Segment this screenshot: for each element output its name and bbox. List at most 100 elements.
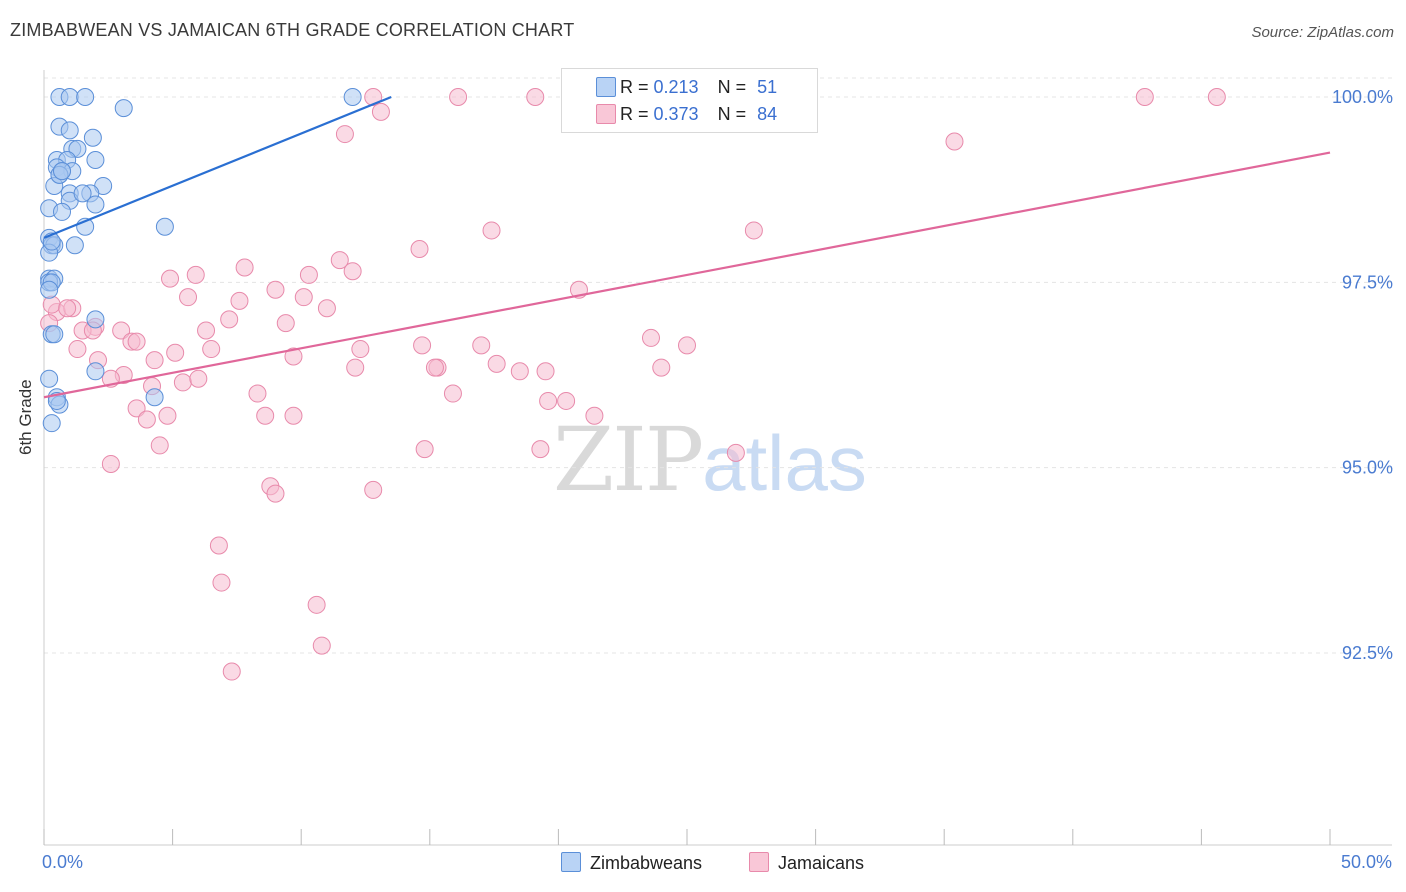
legend-swatch-pink [596,104,616,124]
source-label: Source: ZipAtlas.com [1251,24,1394,41]
jamaican-point [112,321,131,340]
zimbabwean-point [40,280,59,299]
jamaican-point [307,595,326,614]
legend-n-label: N = [717,77,752,97]
zimbabwean-point [45,325,64,344]
jamaican-point [510,362,529,381]
zimbabwean-point [86,310,105,329]
jamaican-point [266,280,285,299]
x-tick-label-min: 0.0% [42,852,84,872]
jamaican-point [536,362,555,381]
jamaican-point [641,328,660,347]
jamaican-point [330,251,349,270]
jamaican-point [652,358,671,377]
zimbabwean-point [76,88,95,106]
zimbabwean-point [145,388,164,407]
y-tick-label: 95.0% [1342,458,1393,478]
jamaican-point [539,391,558,410]
bottom-legend-jamaicans: Jamaicans [749,852,864,874]
jamaican-point [364,88,383,106]
jamaican-point [145,351,164,370]
zimbabwean-point [65,236,84,255]
jamaican-point [186,265,205,284]
zimbabwean-point [83,128,102,147]
zimbabwean-point [68,139,87,158]
jamaican-point [284,406,303,425]
jamaican-point [1207,88,1226,106]
legend-row-jamaicans: R = 0.373 N = 84 [596,104,778,125]
jamaican-point [248,384,267,403]
jamaican-point [256,406,275,425]
jamaican-point [294,288,313,307]
bottom-legend-zimbabweans: Zimbabweans [561,852,702,874]
legend-n-label: N = [717,104,752,124]
legend-r-label: R = [620,104,654,124]
legend-row-zimbabweans: R = 0.213 N = 51 [596,77,778,98]
jamaican-point [179,288,198,307]
jamaican-point [945,132,964,151]
jamaican-point [202,340,221,359]
jamaican-point [335,125,354,144]
watermark-zip: ZIP [553,408,704,511]
legend-n-value: 84 [757,104,778,124]
jamaican-point [173,373,192,392]
legend-swatch-blue [596,77,616,97]
bottom-legend-label: Jamaicans [778,853,865,873]
jamaican-point [364,480,383,499]
jamaican-point [371,102,390,121]
zimbabwean-point [60,121,79,140]
x-tick-label-max: 50.0% [1340,852,1392,872]
jamaican-point [137,410,156,429]
watermark-atlas: atlas [702,419,867,507]
y-tick-label: 92.5% [1342,643,1393,663]
zimbabwean-point [73,184,92,203]
jamaican-point [346,358,365,377]
y-tick-label: 97.5% [1342,272,1393,292]
jamaican-point [58,299,77,318]
jamaican-point [487,354,506,373]
jamaican-point [266,484,285,503]
zimbabwean-point [114,99,133,118]
jamaican-point [197,321,216,340]
jamaican-point [284,347,303,366]
chart-title: ZIMBABWEAN VS JAMAICAN 6TH GRADE CORRELA… [10,20,575,40]
jamaican-point [343,262,362,281]
zimbabwean-point [60,88,79,106]
watermark: ZIPatlas [553,408,867,511]
jamaican-point [443,384,462,403]
jamaican-point [482,221,501,240]
jamaican-point [449,88,468,106]
zimbabwean-point [53,202,72,221]
jamaican-point [1135,88,1154,106]
jamaican-point [472,336,491,355]
jamaican-point [744,221,763,240]
jamaican-point [158,406,177,425]
jamaican-point [166,343,185,362]
jamaican-point [531,440,550,459]
zimbabwean-point [86,151,105,170]
jamaican-point [127,332,146,351]
zimbabwean-trend-line [43,95,392,239]
y-axis-label: 6th Grade [16,379,35,455]
stats-legend: R = 0.213 N = 51 R = 0.373 N = 84 [561,68,818,133]
legend-n-value: 51 [757,77,778,97]
bottom-legend-swatch-pink [749,852,769,872]
jamaican-point [189,369,208,388]
bottom-legend-swatch-blue [561,852,581,872]
jamaican-point [415,440,434,459]
jamaican-point [42,295,61,314]
zimbabwean-point [343,88,362,106]
legend-r-value: 0.213 [653,77,699,97]
zimbabwean-point [42,414,61,433]
jamaican-point [209,536,228,555]
jamaican-point [222,662,241,681]
zimbabwean-point [53,162,72,181]
legend-r-value: 0.373 [653,104,699,124]
jamaican-point [150,436,169,455]
legend-r-label: R = [620,77,654,97]
jamaican-point [127,399,146,418]
zimbabwean-point [86,362,105,381]
bottom-legend-label: Zimbabweans [590,853,703,873]
jamaican-point [212,573,231,592]
